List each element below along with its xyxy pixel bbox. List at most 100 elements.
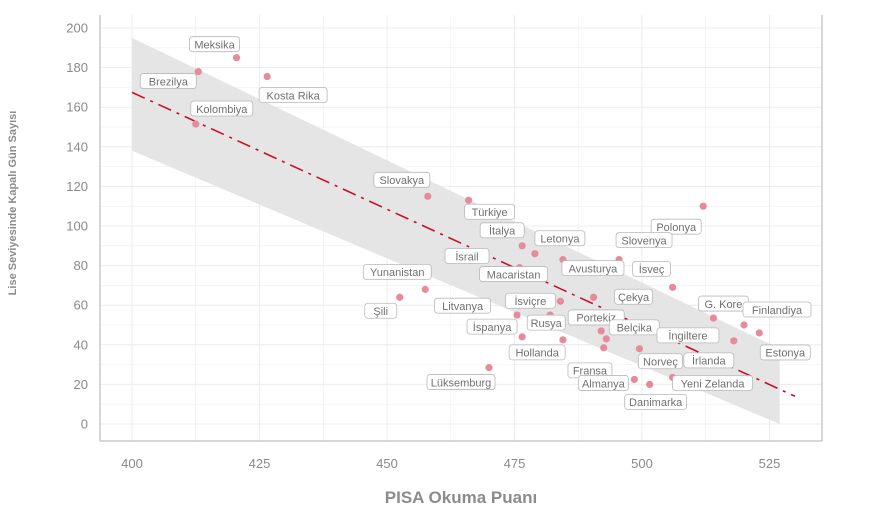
point-label: İspanya [473, 321, 512, 334]
point-label-box [139, 73, 197, 89]
point-labels: Meksika Brezilya Kosta Rika Kolombiya Slovak… [139, 36, 812, 410]
point-label: Macaristan [487, 269, 541, 281]
y-tick-label: 180 [66, 60, 88, 75]
x-tick-label: 400 [121, 456, 143, 471]
point-label: Slovenya [621, 235, 667, 247]
data-point [396, 293, 404, 301]
point-label-box [614, 288, 653, 305]
point-label: Şili [373, 306, 388, 318]
point-label-box [632, 260, 671, 277]
x-axis-title: PISA Okuma Puanı [385, 488, 537, 507]
point-label: Belçika [617, 323, 653, 335]
y-tick-label: 40 [74, 337, 88, 352]
x-tick-label: 425 [249, 456, 271, 471]
grid [100, 15, 822, 441]
point-label: Meksika [194, 40, 235, 52]
data-point [465, 196, 473, 204]
point-label: Fransa [573, 366, 608, 378]
y-tick-label: 120 [66, 179, 88, 194]
point-label: G. Kore [704, 299, 742, 311]
point-label: Polonya [656, 222, 697, 234]
point-label: Slovakya [379, 175, 425, 187]
point-label: Brezilya [149, 76, 189, 88]
point-label: Danimarka [629, 397, 683, 409]
data-point [755, 329, 763, 337]
data-point [597, 327, 605, 335]
point-label: Yunanistan [370, 267, 424, 279]
point-label: Kolombiya [196, 104, 248, 116]
point-label-box [615, 232, 673, 249]
y-tick-label: 100 [66, 219, 88, 234]
y-tick-label: 140 [66, 139, 88, 154]
point-label: Litvanya [442, 301, 484, 313]
point-label: Yeni Zelanda [681, 378, 746, 390]
point-label: Norveç [643, 357, 678, 369]
point-label-box [426, 374, 496, 390]
point-label-box [672, 375, 753, 391]
point-label-box [526, 314, 566, 331]
data-point [559, 336, 567, 344]
x-tick-label: 525 [759, 456, 781, 471]
point-label-box [504, 292, 556, 309]
trend-line-layer [131, 91, 796, 398]
tick-labels: 0 20 40 60 80 100 120 140 160 180 200 400 425 450 475 5… [66, 21, 780, 472]
data-point [646, 380, 654, 388]
point-label: Estonya [765, 348, 806, 360]
point-label-box [464, 203, 516, 220]
y-tick-label: 160 [66, 100, 88, 115]
point-label-box [479, 266, 549, 282]
data-point [232, 54, 241, 62]
data-point [635, 345, 644, 353]
x-tick-label: 475 [504, 456, 526, 471]
point-label-box [479, 222, 525, 239]
point-label: İrlanda [692, 355, 727, 368]
x-tick-label: 450 [376, 456, 398, 471]
data-point [699, 202, 707, 210]
point-label-box [258, 87, 328, 103]
point-label: Çekya [618, 292, 650, 304]
data-point [589, 293, 598, 301]
data-point [485, 363, 493, 372]
y-tick-label: 20 [74, 377, 88, 392]
point-label-box [650, 218, 702, 235]
point-label-box [508, 344, 566, 361]
point-label-box [759, 344, 811, 361]
point-label: İtalya [489, 225, 516, 238]
point-label: Letonya [540, 234, 580, 246]
data-point [556, 297, 565, 305]
y-axis-title: Lise Seviyesinde Kapalı Gün Sayısı [7, 111, 19, 296]
point-label-box [577, 375, 629, 391]
point-label-box [742, 301, 812, 318]
data-point [263, 72, 271, 81]
point-label-box [466, 318, 518, 335]
point-label: İngiltere [668, 330, 707, 343]
point-label: Avusturya [569, 263, 619, 275]
data-point [602, 335, 610, 343]
data-point [424, 192, 432, 200]
point-label: İsviçre [515, 295, 547, 308]
data-point [630, 375, 638, 384]
point-label-box [434, 297, 492, 314]
point-label-box [189, 36, 240, 53]
data-point [518, 333, 526, 341]
point-label-box [683, 352, 735, 369]
point-label-box [444, 248, 490, 264]
data-point [709, 314, 718, 322]
point-label: Almanya [582, 378, 626, 390]
point-label: Lüksemburg [431, 377, 492, 389]
point-label: Kosta Rika [267, 90, 321, 102]
data-point [730, 337, 738, 345]
point-label: Rusya [531, 318, 563, 330]
data-point [531, 250, 539, 258]
data-point [194, 67, 202, 76]
point-label-box [534, 230, 586, 247]
y-tick-label: 60 [74, 298, 88, 313]
point-label-box [190, 100, 254, 117]
point-label: Portekiz [576, 313, 616, 325]
point-label-box [364, 302, 398, 319]
point-label: Türkiye [472, 207, 508, 219]
point-label: Finlandiya [752, 305, 803, 317]
y-tick-label: 0 [81, 417, 88, 432]
data-point [192, 120, 200, 128]
